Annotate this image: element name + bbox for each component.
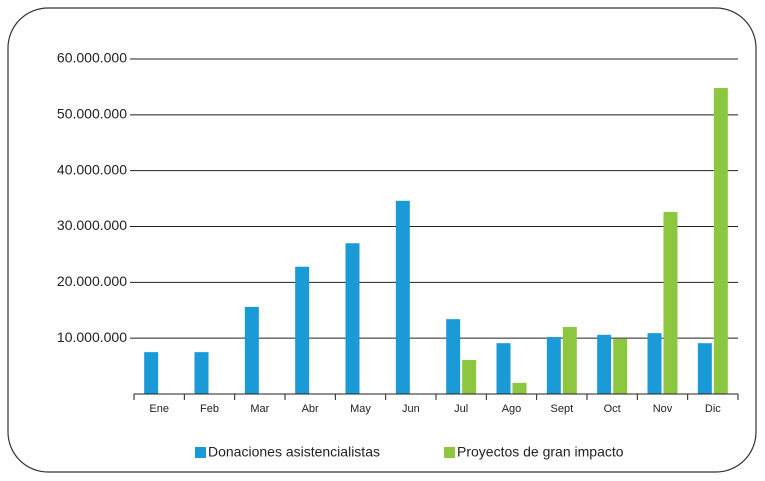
bar xyxy=(144,352,159,394)
x-tick-label: Sept xyxy=(551,403,574,415)
x-tick-label: Jun xyxy=(402,403,420,415)
y-tick-label: 60.000.000 xyxy=(57,50,127,66)
legend-swatch xyxy=(195,447,206,458)
legend-label: Proyectos de gran impacto xyxy=(457,444,624,460)
x-tick-label: Mar xyxy=(250,403,269,415)
bar xyxy=(597,334,612,394)
bar xyxy=(462,359,477,394)
bar xyxy=(395,200,410,394)
bar xyxy=(244,306,259,394)
legend-label: Donaciones asistencialistas xyxy=(208,444,380,460)
legend-swatch xyxy=(444,447,455,458)
bar xyxy=(546,337,561,394)
bar xyxy=(713,88,728,395)
y-tick-label: 20.000.000 xyxy=(57,273,127,289)
y-tick-label: 50.000.000 xyxy=(57,106,127,122)
x-tick-label: Jul xyxy=(454,403,468,415)
bar xyxy=(562,327,577,394)
bar xyxy=(697,343,712,394)
y-tick-label: 40.000.000 xyxy=(57,161,127,177)
chart-frame xyxy=(7,7,757,473)
x-tick-label: Dic xyxy=(705,403,721,415)
x-tick-label: Abr xyxy=(302,403,319,415)
bar xyxy=(663,211,678,394)
bar xyxy=(496,343,511,394)
bar xyxy=(345,243,360,394)
x-tick-label: Oct xyxy=(604,403,621,415)
bar xyxy=(613,338,628,394)
bar xyxy=(295,266,310,394)
x-tick-label: Nov xyxy=(653,403,673,415)
y-tick-label: 10.000.000 xyxy=(57,329,127,345)
bar xyxy=(194,352,209,394)
x-tick-label: Ago xyxy=(502,403,522,415)
x-tick-label: May xyxy=(350,403,371,415)
y-tick-label: 30.000.000 xyxy=(57,217,127,233)
x-tick-label: Ene xyxy=(149,403,169,415)
bar xyxy=(512,382,527,394)
bar xyxy=(446,319,461,394)
x-tick-label: Feb xyxy=(200,403,219,415)
bar xyxy=(647,333,662,394)
